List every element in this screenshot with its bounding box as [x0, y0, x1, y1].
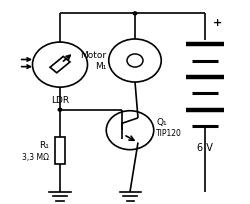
Text: M₁: M₁	[95, 61, 106, 70]
Bar	[50, 57, 70, 73]
Text: Motor: Motor	[80, 51, 106, 60]
Circle shape	[133, 13, 137, 16]
Text: 6 V: 6 V	[197, 142, 213, 152]
Text: LDR: LDR	[51, 96, 69, 105]
Text: Q₁: Q₁	[156, 118, 167, 127]
Text: R₁: R₁	[38, 140, 48, 149]
Text: 3,3 MΩ: 3,3 MΩ	[22, 153, 48, 162]
Text: TIP120: TIP120	[156, 128, 182, 137]
Text: +: +	[213, 18, 222, 27]
Bar	[55, 138, 65, 164]
Circle shape	[58, 109, 62, 112]
